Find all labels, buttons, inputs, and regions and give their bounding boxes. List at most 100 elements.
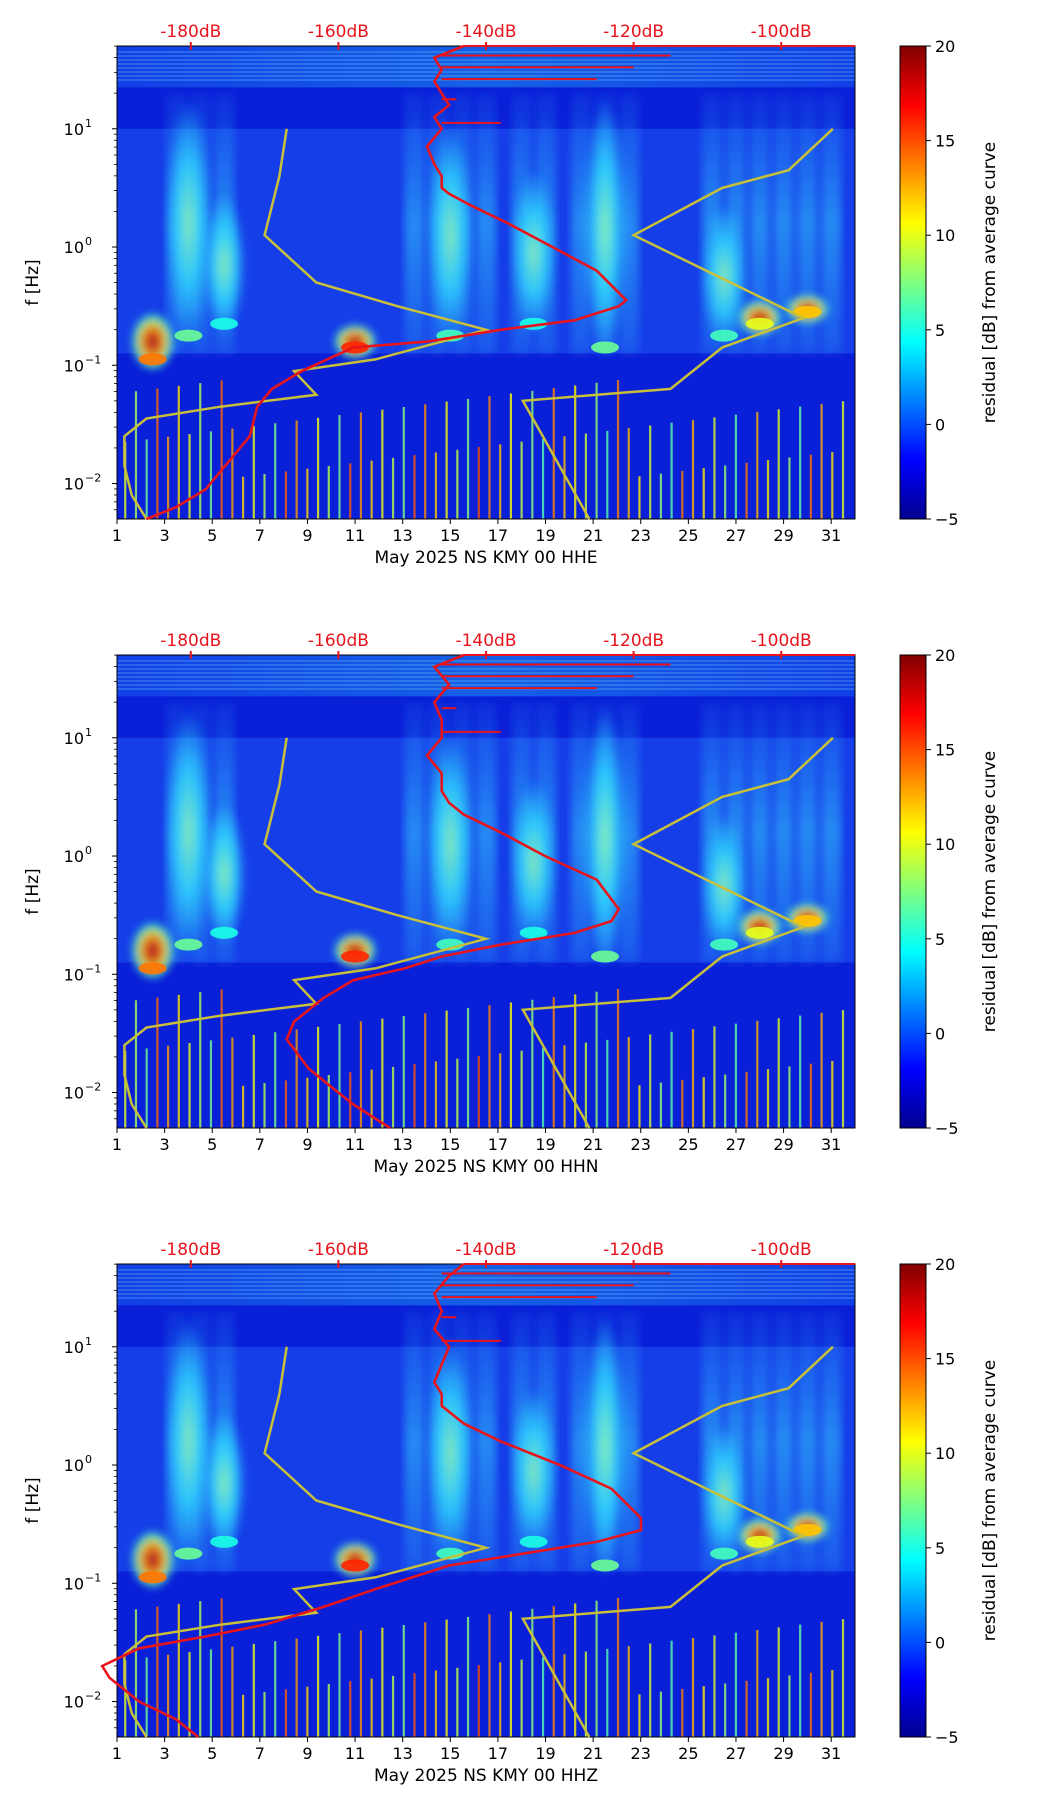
heatmap-spike [413, 1673, 416, 1737]
heatmap-spike [509, 393, 513, 519]
colorbar-label: residual [dB] from average curve [980, 751, 1000, 1032]
heatmap-feature-core [519, 926, 548, 939]
heatmap-spike [777, 1018, 780, 1128]
heatmap-spike [156, 997, 159, 1128]
y-tick-label: 10 [64, 1456, 84, 1475]
x-axis-label: May 2025 NS KMY 00 HHE [374, 548, 597, 568]
y-tick-label: 10 [64, 1574, 84, 1593]
heatmap-spike [616, 1598, 620, 1737]
y-tick-exponent: −2 [85, 1081, 101, 1094]
heatmap-spike [199, 1601, 202, 1737]
heatmap-spike [627, 1037, 630, 1128]
heatmap-spike [606, 430, 609, 519]
heatmap-feature [428, 1340, 473, 1566]
heatmap-column [773, 93, 794, 354]
heatmap-feature [202, 193, 247, 336]
heatmap-spike [724, 465, 727, 519]
heatmap-spike [488, 1614, 491, 1737]
x-tick-label: 29 [773, 1744, 793, 1763]
heatmap-feature [202, 1411, 247, 1554]
y-tick-label: 10 [64, 729, 84, 748]
heatmap-spike [766, 1678, 770, 1737]
heatmap-spike [734, 414, 737, 519]
y-tick-exponent: 1 [85, 1335, 92, 1348]
colorbar-tick-label: −5 [935, 510, 959, 529]
heatmap-spike [584, 433, 587, 519]
colorbar-tick-label: 0 [935, 415, 945, 434]
heatmap-spike [445, 1010, 448, 1128]
heatmap-feature-core [174, 938, 203, 951]
heatmap-feature [428, 122, 473, 348]
heatmap-spike [220, 989, 223, 1128]
heatmap-spike [595, 1600, 598, 1737]
heatmap-feature-core [745, 317, 774, 330]
x-tick-label: 27 [726, 1744, 746, 1763]
y-axis-label: f [Hz] [23, 1477, 43, 1523]
x-tick-label: 5 [207, 526, 217, 545]
x-tick-label: 25 [678, 1744, 698, 1763]
heatmap-spike [252, 1034, 255, 1128]
heatmap-spike [788, 1675, 791, 1737]
heatmap-spike [809, 454, 812, 519]
heatmap-spike [274, 1641, 277, 1737]
x-tick-label: 21 [583, 526, 603, 545]
heatmap-spike [670, 1640, 673, 1737]
noise-model-high-curve [520, 1345, 834, 1738]
heatmap-spike [188, 1043, 191, 1128]
heatmap-spike [681, 1079, 684, 1128]
x-tick-label: 21 [583, 1744, 603, 1763]
y-tick-exponent: 1 [85, 726, 92, 739]
y-tick-exponent: 0 [85, 235, 92, 248]
heatmap-spike [445, 1619, 448, 1737]
heatmap-column [749, 93, 770, 354]
noise-model-low-curve [123, 1346, 491, 1738]
heatmap-spike [338, 1024, 341, 1128]
heatmap-feature [583, 99, 628, 360]
heatmap-spike [391, 457, 395, 519]
x-tick-label: 1 [112, 1135, 122, 1154]
colorbar-tick-label: 5 [935, 930, 945, 949]
heatmap-spike [799, 406, 802, 519]
heatmap-spike [831, 1061, 834, 1128]
heatmap-spike [788, 1066, 791, 1128]
db-axis-label: -100dB [751, 631, 812, 651]
heatmap-spike [531, 999, 534, 1128]
colorbar-tick-label: 10 [935, 835, 955, 854]
x-tick-label: 23 [631, 1744, 651, 1763]
heatmap-spike [520, 1659, 523, 1737]
heatmap-spike [284, 1689, 288, 1737]
colorbar-tick-label: 10 [935, 1444, 955, 1463]
x-tick-label: 11 [345, 1135, 365, 1154]
y-axis-label: f [Hz] [23, 259, 43, 305]
heatmap-spike [295, 420, 298, 519]
heatmap-feature-core [591, 950, 620, 963]
db-axis-label: -120dB [603, 631, 664, 651]
noise-model-high-curve [520, 127, 834, 520]
db-axis-label: -160dB [308, 1240, 369, 1260]
heatmap-spike [520, 441, 523, 519]
heatmap-spike [274, 1032, 277, 1128]
db-axis-label: -120dB [603, 22, 664, 42]
heatmap-spike [627, 1646, 630, 1737]
x-tick-label: 1 [112, 1744, 122, 1763]
heatmap-feature-core [793, 914, 822, 927]
heatmap-spike [477, 447, 480, 519]
heatmap-spike [124, 1660, 127, 1737]
heatmap-spike [745, 1680, 748, 1737]
heatmap-spike [734, 1023, 737, 1128]
y-tick-label: 10 [64, 238, 84, 257]
x-tick-label: 13 [392, 1135, 412, 1154]
x-tick-label: 15 [440, 1135, 460, 1154]
heatmap-spike [349, 1681, 352, 1737]
heatmap-spike [734, 1632, 737, 1737]
x-tick-label: 9 [302, 526, 312, 545]
heatmap-spike [177, 1603, 180, 1737]
heatmap-spike [263, 1692, 266, 1737]
db-axis-label: -120dB [603, 1240, 664, 1260]
db-axis-label: -180dB [160, 1240, 221, 1260]
heatmap-spike [488, 1005, 491, 1128]
x-tick-label: 1 [112, 526, 122, 545]
heatmap-spike [466, 1007, 470, 1128]
heatmap-spike [306, 1686, 309, 1737]
